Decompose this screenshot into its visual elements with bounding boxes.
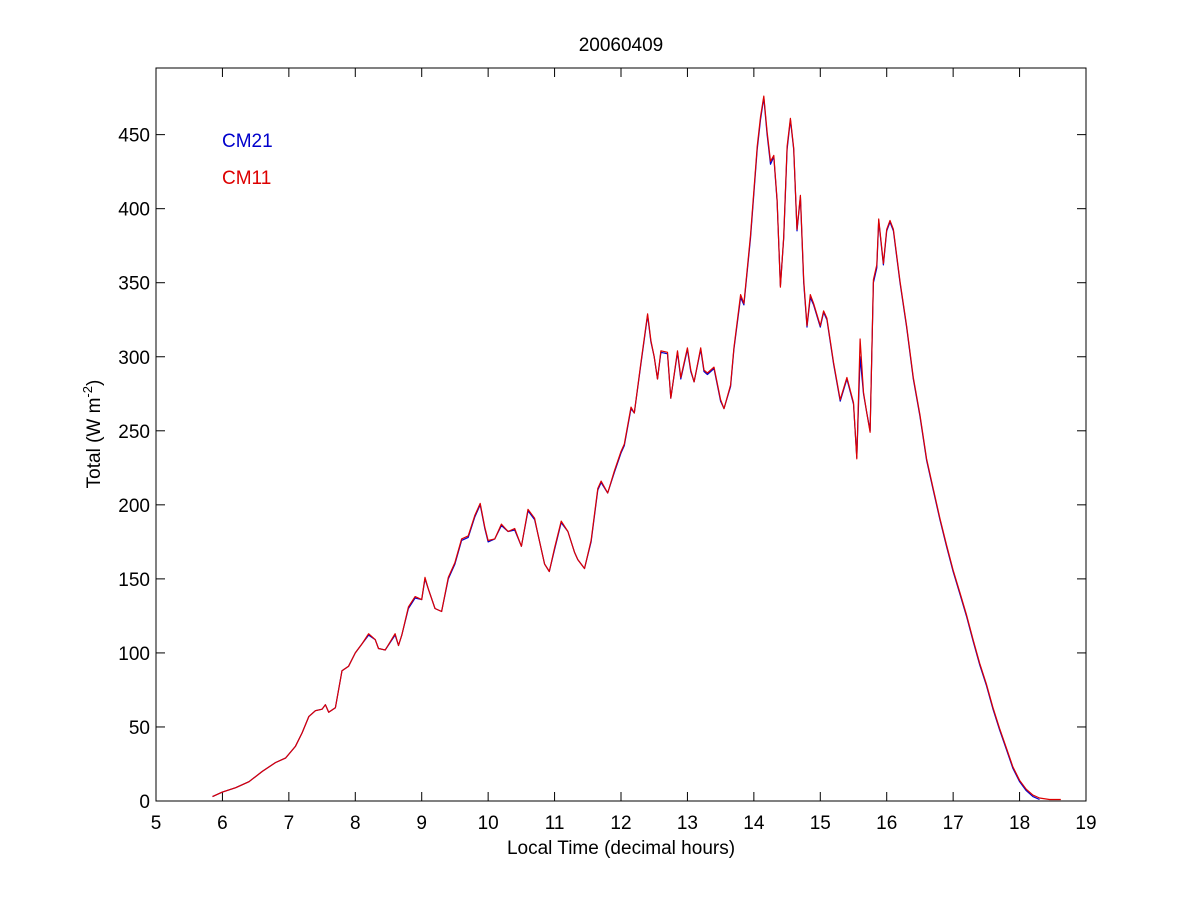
series-layer bbox=[212, 95, 1061, 801]
y-tick-label-450: 450 bbox=[118, 126, 150, 147]
y-tick-label-100: 100 bbox=[118, 644, 150, 665]
y-tick-label-400: 400 bbox=[118, 200, 150, 221]
x-tick-label-9: 9 bbox=[416, 813, 427, 834]
x-tick-label-13: 13 bbox=[677, 813, 698, 834]
x-tick-label-19: 19 bbox=[1075, 813, 1096, 834]
x-tick-label-12: 12 bbox=[610, 813, 631, 834]
x-tick-label-16: 16 bbox=[876, 813, 897, 834]
legend-entry-cm21: CM21 bbox=[222, 131, 273, 152]
y-axis-label-suffix: ) bbox=[84, 380, 105, 386]
y-axis-label: Total (W m-2) bbox=[80, 380, 105, 489]
x-tick-label-10: 10 bbox=[478, 813, 499, 834]
x-tick-label-17: 17 bbox=[943, 813, 964, 834]
x-tick-label-8: 8 bbox=[350, 813, 361, 834]
y-tick-label-300: 300 bbox=[118, 348, 150, 369]
x-tick-label-5: 5 bbox=[151, 813, 162, 834]
x-tick-label-7: 7 bbox=[284, 813, 295, 834]
y-tick-label-150: 150 bbox=[118, 570, 150, 591]
x-tick-label-11: 11 bbox=[545, 813, 565, 834]
y-tick-label-350: 350 bbox=[118, 274, 150, 295]
y-axis-label-main: Total (W m bbox=[84, 398, 105, 489]
x-axis-label: Local Time (decimal hours) bbox=[507, 838, 735, 859]
y-axis-label-exponent: -2 bbox=[80, 386, 95, 398]
series-line-cm11 bbox=[212, 95, 1061, 801]
y-tick-label-0: 0 bbox=[139, 792, 150, 813]
plot-area bbox=[155, 67, 1087, 802]
x-axis-ticks: 5 6 7 8 9 10 11 12 13 14 15 16 17 18 19 bbox=[151, 68, 1097, 834]
x-tick-label-14: 14 bbox=[743, 813, 765, 834]
y-axis-ticks: 0 50 100 150 200 250 300 350 400 450 bbox=[118, 126, 1086, 813]
x-tick-label-6: 6 bbox=[217, 813, 228, 834]
y-tick-label-50: 50 bbox=[129, 718, 150, 739]
y-tick-label-250: 250 bbox=[118, 422, 150, 443]
legend: CM21 CM11 bbox=[222, 131, 273, 189]
legend-entry-cm11: CM11 bbox=[222, 168, 271, 189]
x-tick-label-18: 18 bbox=[1009, 813, 1030, 834]
x-tick-label-15: 15 bbox=[810, 813, 831, 834]
chart-title: 20060409 bbox=[579, 35, 664, 56]
y-tick-label-200: 200 bbox=[118, 496, 150, 517]
